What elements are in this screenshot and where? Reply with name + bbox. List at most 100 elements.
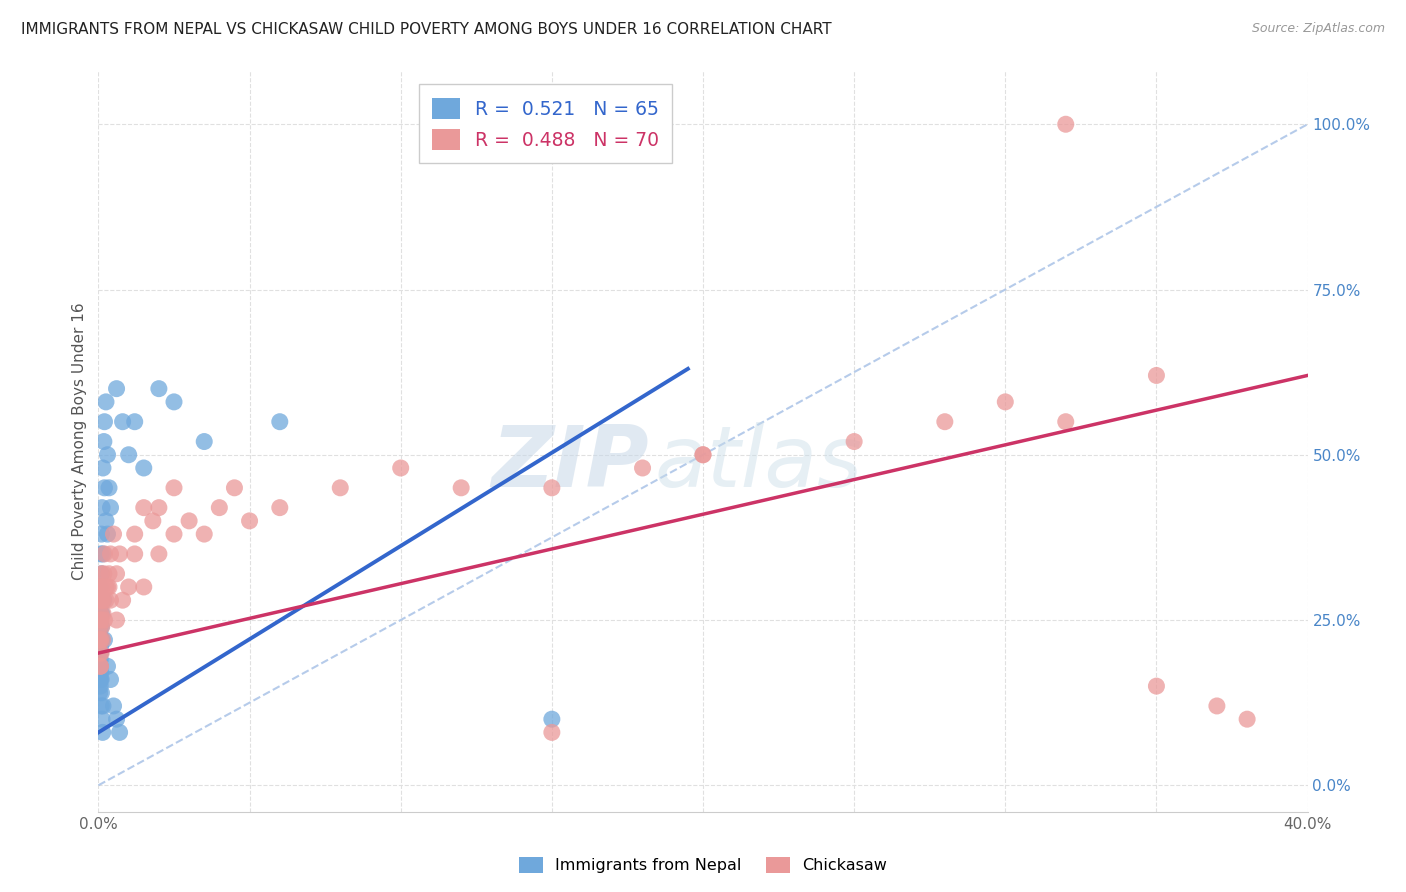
Point — [994, 395, 1017, 409]
Point — [269, 415, 291, 429]
Point — [91, 580, 114, 594]
Point — [94, 514, 117, 528]
Point — [93, 632, 115, 647]
Point — [89, 632, 111, 647]
Point — [103, 527, 125, 541]
Point — [124, 527, 146, 541]
Point — [540, 481, 562, 495]
Point — [91, 698, 114, 713]
Point — [90, 673, 112, 687]
Point — [89, 659, 111, 673]
Point — [89, 580, 111, 594]
Point — [105, 613, 128, 627]
Point — [89, 613, 111, 627]
Point — [90, 593, 112, 607]
Text: IMMIGRANTS FROM NEPAL VS CHICKASAW CHILD POVERTY AMONG BOYS UNDER 16 CORRELATION: IMMIGRANTS FROM NEPAL VS CHICKASAW CHILD… — [21, 22, 832, 37]
Point — [1144, 679, 1167, 693]
Point — [540, 725, 562, 739]
Point — [269, 500, 291, 515]
Point — [94, 580, 117, 594]
Point — [89, 659, 111, 673]
Point — [98, 481, 121, 495]
Point — [93, 566, 115, 581]
Point — [96, 659, 118, 673]
Point — [224, 481, 246, 495]
Point — [118, 448, 141, 462]
Point — [132, 461, 155, 475]
Point — [89, 679, 111, 693]
Point — [132, 580, 155, 594]
Point — [142, 514, 165, 528]
Point — [118, 580, 141, 594]
Point — [89, 659, 111, 673]
Point — [98, 580, 121, 594]
Point — [89, 626, 111, 640]
Text: atlas: atlas — [655, 422, 863, 505]
Point — [124, 547, 146, 561]
Point — [100, 593, 122, 607]
Point — [90, 607, 112, 621]
Point — [163, 527, 186, 541]
Point — [96, 580, 118, 594]
Point — [450, 481, 472, 495]
Point — [96, 527, 118, 541]
Point — [89, 593, 111, 607]
Point — [89, 673, 111, 687]
Point — [90, 613, 112, 627]
Point — [96, 448, 118, 462]
Point — [193, 434, 215, 449]
Point — [89, 632, 111, 647]
Point — [148, 500, 170, 515]
Point — [91, 461, 114, 475]
Point — [1054, 117, 1077, 131]
Point — [90, 527, 112, 541]
Point — [89, 659, 111, 673]
Point — [98, 566, 121, 581]
Point — [90, 698, 112, 713]
Point — [89, 653, 111, 667]
Point — [179, 514, 201, 528]
Text: Source: ZipAtlas.com: Source: ZipAtlas.com — [1251, 22, 1385, 36]
Point — [90, 607, 112, 621]
Point — [93, 481, 115, 495]
Point — [163, 395, 186, 409]
Point — [89, 632, 111, 647]
Point — [934, 415, 956, 429]
Point — [89, 632, 111, 647]
Point — [91, 500, 114, 515]
Point — [90, 620, 112, 634]
Point — [90, 580, 112, 594]
Point — [91, 593, 114, 607]
Point — [111, 593, 134, 607]
Text: ZIP: ZIP — [491, 422, 648, 505]
Point — [94, 593, 117, 607]
Point — [89, 620, 111, 634]
Point — [105, 382, 128, 396]
Point — [103, 698, 125, 713]
Point — [692, 448, 714, 462]
Point — [100, 547, 122, 561]
Point — [692, 448, 714, 462]
Point — [93, 434, 115, 449]
Point — [94, 395, 117, 409]
Point — [90, 632, 112, 647]
Point — [1206, 698, 1229, 713]
Point — [90, 580, 112, 594]
Point — [540, 712, 562, 726]
Point — [148, 382, 170, 396]
Point — [89, 646, 111, 660]
Point — [91, 593, 114, 607]
Point — [90, 547, 112, 561]
Legend: R =  0.521   N = 65, R =  0.488   N = 70: R = 0.521 N = 65, R = 0.488 N = 70 — [419, 85, 672, 163]
Point — [1236, 712, 1258, 726]
Y-axis label: Child Poverty Among Boys Under 16: Child Poverty Among Boys Under 16 — [72, 302, 87, 581]
Point — [389, 461, 412, 475]
Point — [108, 725, 131, 739]
Point — [90, 620, 112, 634]
Point — [111, 415, 134, 429]
Point — [91, 547, 114, 561]
Point — [100, 500, 122, 515]
Point — [91, 632, 114, 647]
Point — [90, 686, 112, 700]
Point — [124, 415, 146, 429]
